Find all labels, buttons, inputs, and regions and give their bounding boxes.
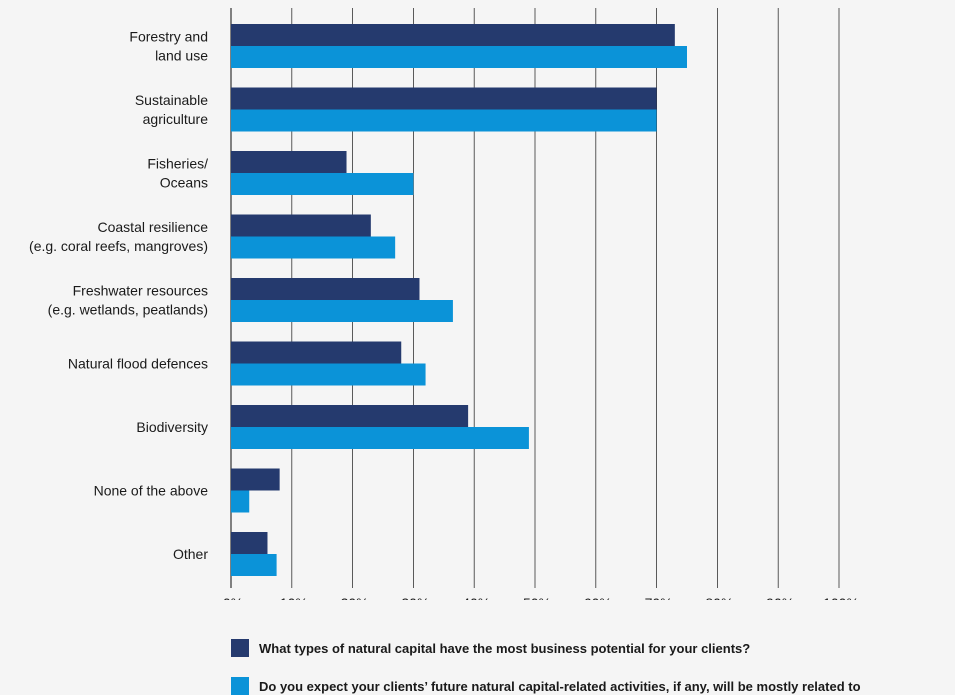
bar-series-1 — [231, 24, 675, 46]
bar-series-2 — [231, 490, 250, 513]
category-label: Natural flood defences — [68, 356, 208, 372]
bar-series-1 — [231, 278, 420, 300]
x-tick-label: 30% — [401, 595, 429, 600]
bar-series-1 — [231, 468, 280, 491]
legend-label-series-1: What types of natural capital have the m… — [259, 640, 751, 656]
x-axis-tick-labels: 0% 10% 20% 30% 40% 50% 60% 70% 80% 90% 100% — [223, 595, 859, 600]
category-label: Biodiversity — [136, 419, 208, 435]
bar-series-2 — [231, 46, 687, 68]
bars — [231, 24, 687, 576]
bar-series-2 — [231, 236, 396, 259]
x-tick-label: 20% — [341, 595, 369, 600]
x-tick-label: 10% — [280, 595, 308, 600]
x-tick-label: 90% — [766, 595, 794, 600]
legend-label-series-2: Do you expect your clients’ future natur… — [259, 678, 861, 694]
category-label: Sustainable — [135, 92, 208, 108]
x-tick-label: 70% — [645, 595, 673, 600]
x-tick-label: 40% — [462, 595, 490, 600]
category-label: Other — [173, 546, 208, 562]
bar-series-1 — [231, 151, 347, 173]
x-tick-label: 100% — [823, 595, 859, 600]
category-label: (e.g. wetlands, peatlands) — [48, 302, 208, 318]
bar-series-1 — [231, 87, 657, 110]
category-labels: Forestry and land use Sustainable agricultu… — [29, 29, 208, 563]
x-tick-label: 60% — [584, 595, 612, 600]
bar-series-2 — [231, 554, 277, 576]
bar-series-2 — [231, 427, 529, 449]
category-label: Fisheries/ — [147, 156, 208, 172]
legend-entry-series-2: Do you expect your clients’ future natur… — [231, 677, 955, 695]
legend-swatch-series-2 — [231, 677, 249, 695]
bar-series-1 — [231, 405, 469, 427]
bar-chart: Forestry and land use Sustainable agricultu… — [29, 8, 859, 600]
legend-swatch-series-1 — [231, 639, 249, 657]
bar-series-1 — [231, 341, 402, 364]
bar-series-2 — [231, 109, 657, 132]
category-label: agriculture — [143, 111, 209, 127]
legend-entry-series-1: What types of natural capital have the m… — [231, 639, 955, 657]
category-label: None of the above — [94, 483, 209, 499]
category-label: land use — [155, 48, 208, 64]
x-tick-label: 50% — [523, 595, 551, 600]
bar-series-2 — [231, 363, 426, 386]
x-tick-label: 0% — [223, 595, 243, 600]
category-label: Forestry and — [129, 29, 208, 45]
category-label: (e.g. coral reefs, mangroves) — [29, 238, 208, 254]
bar-series-1 — [231, 214, 371, 237]
category-label: Freshwater resources — [73, 283, 208, 299]
bar-series-2 — [231, 173, 414, 195]
category-label: Oceans — [160, 175, 208, 191]
bar-series-2 — [231, 300, 453, 322]
x-tick-label: 80% — [705, 595, 733, 600]
category-label: Coastal resilience — [98, 219, 209, 235]
bar-series-1 — [231, 532, 268, 554]
